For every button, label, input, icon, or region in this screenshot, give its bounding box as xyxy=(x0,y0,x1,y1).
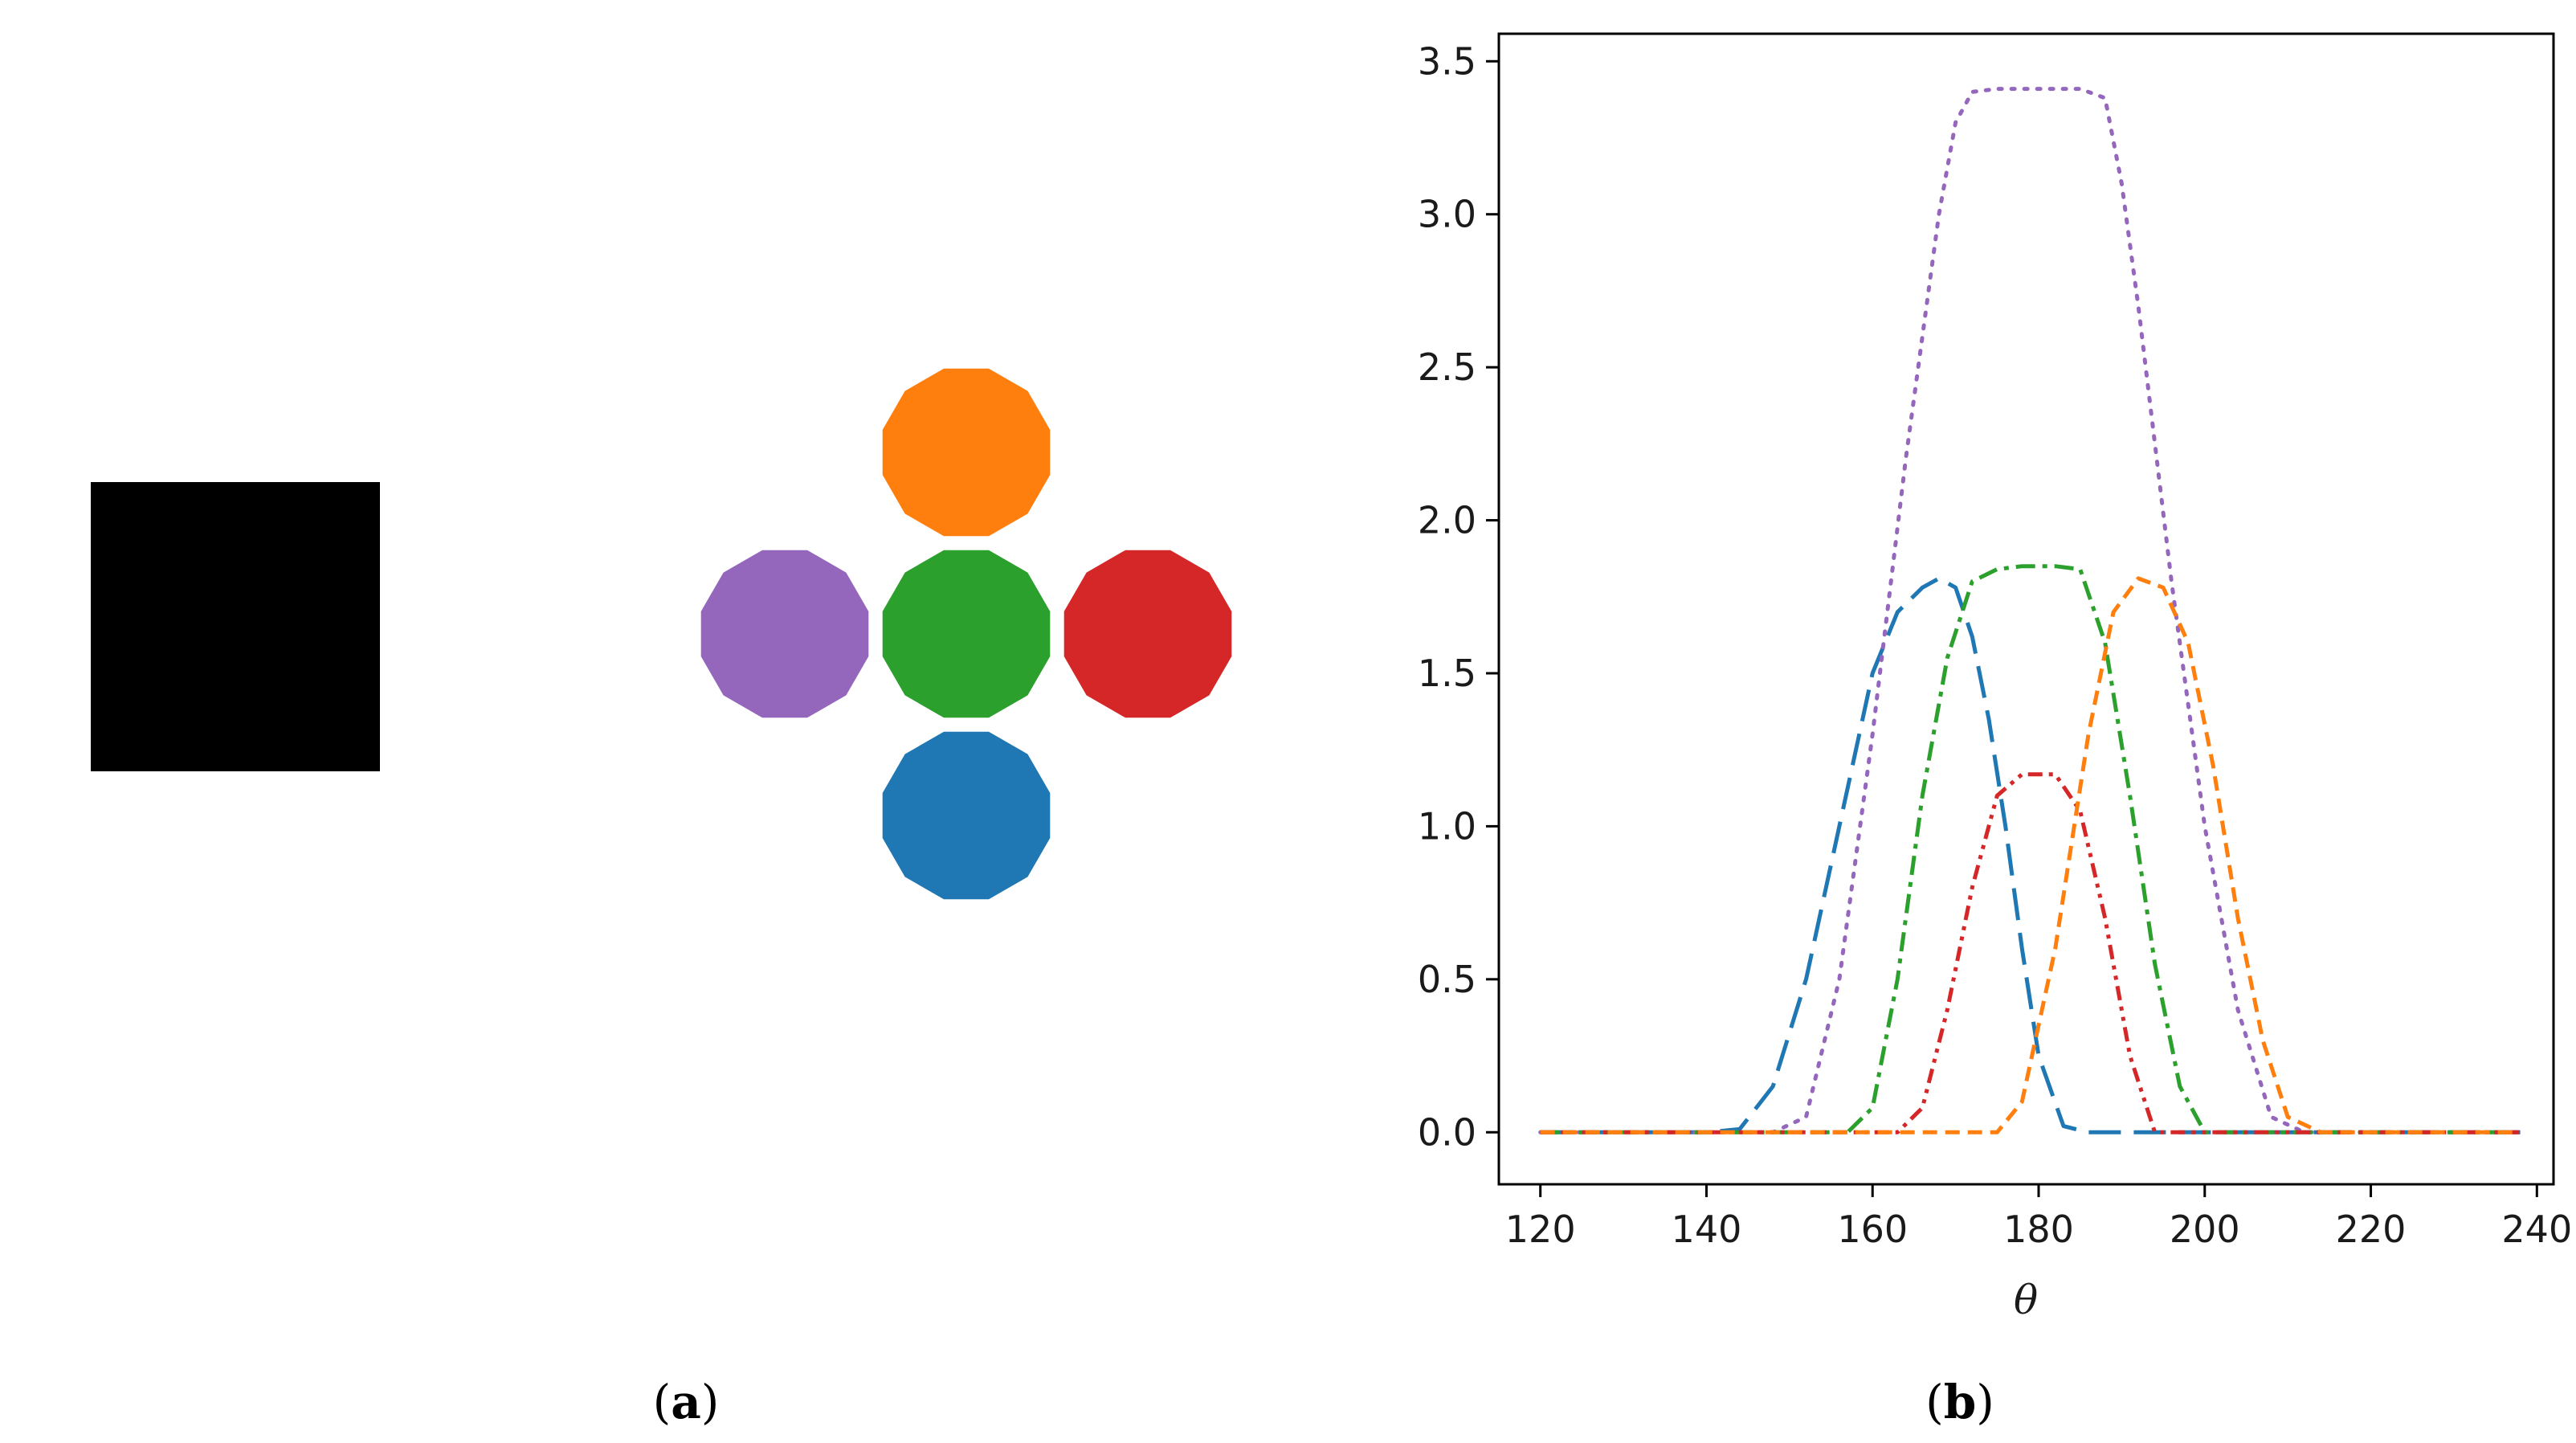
x-tick-label: 180 xyxy=(2003,1208,2074,1251)
series-line-1 xyxy=(1540,576,2521,1134)
series-line-4 xyxy=(1540,772,2521,1134)
series-line-3 xyxy=(1540,564,2521,1134)
x-tick-label: 120 xyxy=(1505,1208,1576,1251)
y-tick-label: 2.0 xyxy=(1418,499,1476,542)
y-tick-label: 0.5 xyxy=(1418,958,1476,1001)
purple-circle xyxy=(700,550,869,718)
x-axis-ticks: 120 140 160 180 200 220 240 xyxy=(1505,1184,2572,1251)
x-tick-label: 220 xyxy=(2336,1208,2407,1251)
orange-circle xyxy=(882,368,1051,537)
x-tick-label: 240 xyxy=(2501,1208,2572,1251)
y-tick-label: 3.5 xyxy=(1418,39,1476,83)
y-tick-label: 3.0 xyxy=(1418,193,1476,236)
series-line-2 xyxy=(1538,87,2523,1134)
black-square xyxy=(91,482,380,771)
green-circle xyxy=(882,550,1051,718)
red-circle xyxy=(1063,550,1232,718)
x-tick-label: 140 xyxy=(1672,1208,1742,1251)
panel-label-b: (b) xyxy=(1925,1375,1994,1429)
x-tick-label: 200 xyxy=(2170,1208,2240,1251)
series-layer xyxy=(1538,87,2523,1134)
y-axis-ticks: 0.0 0.5 1.0 1.5 2.0 2.5 3.0 3.5 xyxy=(1418,39,1499,1154)
series-line-5 xyxy=(1540,576,2521,1134)
y-tick-label: 1.0 xyxy=(1418,804,1476,848)
y-tick-label: 2.5 xyxy=(1418,345,1476,389)
y-tick-label: 1.5 xyxy=(1418,652,1476,695)
y-tick-label: 0.0 xyxy=(1418,1110,1476,1154)
x-tick-label: 160 xyxy=(1837,1208,1908,1251)
plot-frame xyxy=(1497,32,2555,1186)
x-axis-label: θ xyxy=(2014,1277,2038,1323)
blue-circle xyxy=(882,731,1051,900)
panel-label-a: (a) xyxy=(653,1375,720,1429)
